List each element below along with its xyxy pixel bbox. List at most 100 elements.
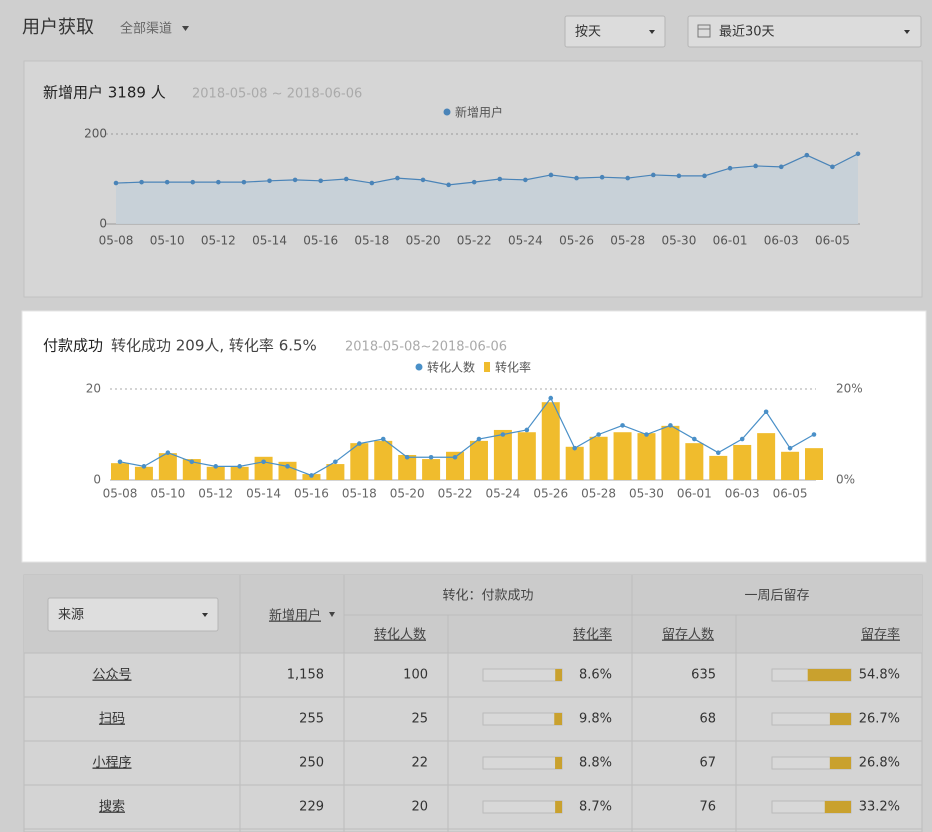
point xyxy=(715,450,721,456)
bar xyxy=(158,453,177,480)
range-select[interactable] xyxy=(687,15,922,48)
point xyxy=(651,172,656,178)
x-tick-label: 05-14 xyxy=(246,487,281,501)
column-header[interactable]: 转化人数 xyxy=(374,628,426,643)
x-tick-label: 05-26 xyxy=(559,234,594,248)
point xyxy=(309,473,314,478)
rate-bar xyxy=(555,669,562,681)
bar xyxy=(661,425,680,480)
point xyxy=(574,175,579,181)
bar xyxy=(206,466,225,480)
x-tick-label: 05-18 xyxy=(354,234,389,248)
channel-filter[interactable]: 全部渠道 xyxy=(120,21,172,37)
bar xyxy=(182,459,201,480)
point xyxy=(763,409,769,415)
new-users: 255 xyxy=(299,712,324,727)
chart-title: 付款成功 xyxy=(43,337,103,355)
bar xyxy=(517,432,536,480)
calendar-icon xyxy=(697,24,711,38)
x-tick-label: 05-22 xyxy=(457,234,492,248)
bar xyxy=(709,455,728,480)
legend-swatch xyxy=(484,362,491,372)
x-tick-label: 05-10 xyxy=(150,234,185,248)
point xyxy=(267,178,272,184)
x-tick-label: 06-01 xyxy=(677,487,712,501)
x-tick-label: 05-14 xyxy=(252,234,287,248)
bar xyxy=(733,444,752,480)
source-select-label: 来源 xyxy=(58,608,84,623)
y-tick-label: 0 xyxy=(99,217,107,231)
bar xyxy=(541,402,560,480)
rate-track xyxy=(482,756,563,770)
y2-tick-label: 20% xyxy=(836,382,863,396)
rate-bar xyxy=(555,757,562,769)
point xyxy=(625,175,631,181)
source-select[interactable] xyxy=(47,597,219,632)
x-tick-label: 05-30 xyxy=(661,234,696,248)
conv-count: 100 xyxy=(403,668,428,683)
point xyxy=(727,165,733,171)
rate-bar xyxy=(829,757,851,769)
point xyxy=(189,459,195,465)
x-tick-label: 05-26 xyxy=(533,487,568,501)
bar xyxy=(422,459,441,480)
source-name[interactable]: 扫码 xyxy=(99,712,125,727)
column-header[interactable]: 转化率 xyxy=(573,627,612,643)
point xyxy=(471,179,477,185)
rate-bar xyxy=(807,669,851,681)
dropdown-arrow xyxy=(182,26,189,31)
point xyxy=(811,432,817,437)
x-tick-label: 06-01 xyxy=(713,234,748,248)
point xyxy=(572,445,577,451)
dropdown-arrow xyxy=(649,30,655,34)
x-tick-label: 06-03 xyxy=(764,234,799,248)
point xyxy=(395,175,400,181)
point xyxy=(404,454,410,460)
x-tick-label: 05-22 xyxy=(438,487,473,501)
point xyxy=(318,178,323,184)
point xyxy=(333,459,338,465)
bar xyxy=(805,448,823,480)
bar xyxy=(613,432,632,480)
bar xyxy=(493,429,512,480)
conv-rate: 8.7% xyxy=(579,800,612,815)
dropdown-arrow xyxy=(202,613,208,617)
point xyxy=(139,179,144,185)
granularity-select[interactable] xyxy=(564,15,666,48)
point xyxy=(739,436,745,442)
point xyxy=(261,459,266,465)
point xyxy=(292,177,298,183)
conv-rate: 9.8% xyxy=(579,712,612,727)
rate-track xyxy=(482,712,563,726)
legend-swatch xyxy=(443,108,451,116)
page-title: 用户获取 xyxy=(22,17,94,38)
point xyxy=(620,423,625,428)
group-header: 一周后留存 xyxy=(744,589,809,604)
source-name[interactable]: 搜索 xyxy=(99,800,125,815)
point xyxy=(676,173,682,179)
rate-track xyxy=(482,800,563,814)
column-header[interactable]: 留存人数 xyxy=(662,628,714,643)
column-header[interactable]: 新增用户 xyxy=(269,608,321,624)
bar xyxy=(111,463,129,480)
new-users: 229 xyxy=(299,800,324,815)
source-name[interactable]: 小程序 xyxy=(92,756,131,771)
point xyxy=(523,177,528,183)
chart-subtitle: 2018-05-08 ~ 2018-06-06 xyxy=(192,87,362,102)
x-tick-label: 05-16 xyxy=(294,487,329,501)
point xyxy=(369,180,375,186)
line xyxy=(119,396,815,477)
column-header[interactable]: 留存率 xyxy=(861,627,900,643)
ret-count: 76 xyxy=(699,800,716,815)
point xyxy=(787,445,793,451)
group-header: 转化：付款成功 xyxy=(442,589,533,604)
point xyxy=(476,436,482,442)
point xyxy=(428,454,434,460)
bar xyxy=(278,461,297,480)
point xyxy=(380,436,386,442)
granularity-value: 按天 xyxy=(575,25,601,40)
conv-count: 22 xyxy=(411,756,428,771)
point xyxy=(343,176,349,182)
source-name[interactable]: 公众号 xyxy=(92,668,131,683)
